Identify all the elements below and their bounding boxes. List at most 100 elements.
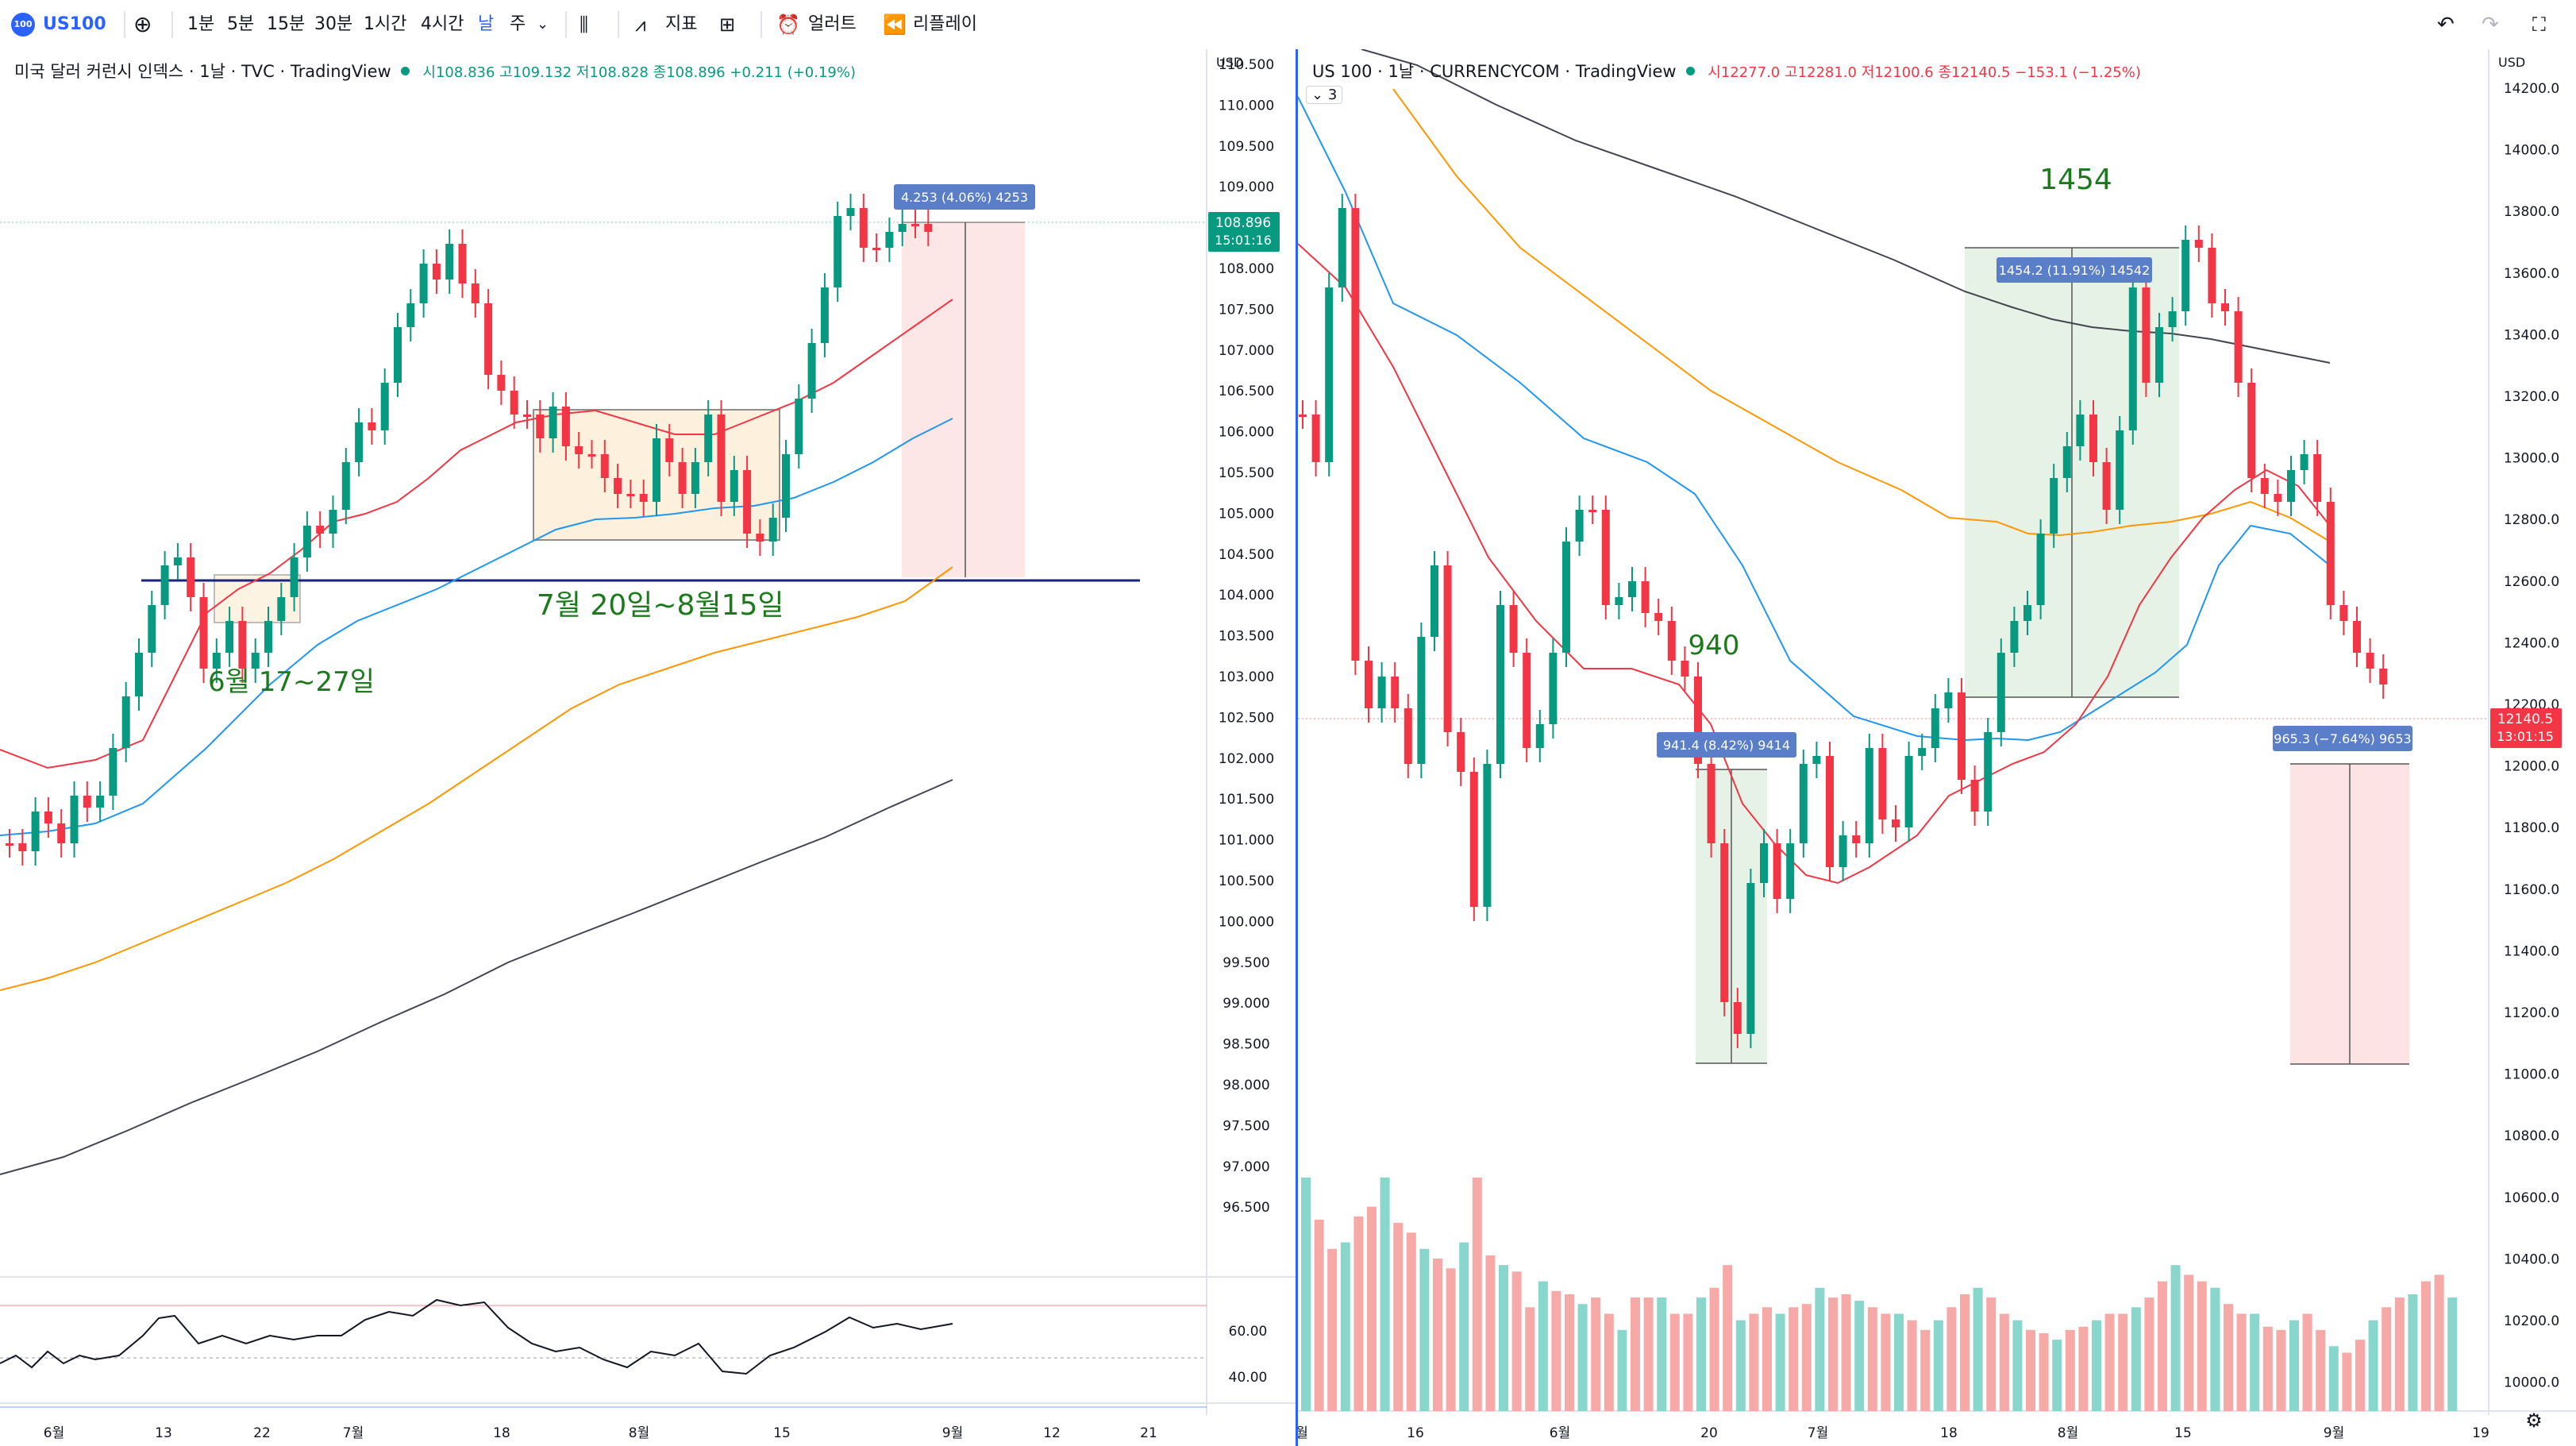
volume-bar <box>2276 1329 2286 1411</box>
live-dot-icon <box>400 67 410 75</box>
layout-grid-icon[interactable]: ⊞ <box>719 13 736 36</box>
volume-bar <box>1340 1242 1350 1411</box>
interval-4h[interactable]: 4시간 <box>421 14 464 34</box>
candle-type-icon[interactable]: ⫼ <box>580 13 589 36</box>
price-axis-label: 105.000 <box>1219 506 1274 522</box>
candle-body <box>1839 835 1847 867</box>
candle-body <box>911 224 919 226</box>
interval-1d[interactable]: 날 <box>478 14 495 34</box>
currency-label[interactable]: USD <box>2498 55 2525 70</box>
candle-body <box>2287 470 2295 502</box>
settings-gear-icon[interactable]: ⚙ <box>2525 1409 2543 1432</box>
candle-body <box>1391 677 1400 708</box>
left-chart-legend[interactable]: 미국 달러 커런시 인덱스 · 1날 · TVC · TradingView 시… <box>14 59 856 83</box>
chevron-down-icon[interactable]: ⌄ <box>537 16 549 33</box>
left-chart-pane[interactable]: 110.500110.000109.500109.000108.500108.0… <box>0 49 1296 1446</box>
interval-30m[interactable]: 30분 <box>314 14 353 34</box>
us100-chart-canvas[interactable]: 14200.0 14000.0 13800.0 13600.0 13400.0 13200… <box>1298 49 2576 1446</box>
price-axis-label: 101.500 <box>1219 792 1274 808</box>
candle-body <box>1826 756 1834 867</box>
interval-1w[interactable]: 주 <box>510 14 526 34</box>
undo-icon[interactable]: ↶ <box>2437 13 2455 37</box>
candle-body <box>471 283 479 303</box>
ma-blue-line <box>0 418 953 836</box>
redo-icon[interactable]: ↷ <box>2482 13 2499 37</box>
interval-15m[interactable]: 15분 <box>267 14 306 34</box>
candle-body <box>523 415 531 417</box>
volume-bar <box>2158 1281 2167 1411</box>
left-chart-title[interactable]: 미국 달러 커런시 인덱스 · 1날 · TVC · TradingView <box>14 62 391 81</box>
indicators-icon[interactable]: ⩘ <box>635 13 646 36</box>
candle-body <box>2155 327 2163 383</box>
volume-bar <box>1472 1177 1482 1411</box>
time-axis-label: 22 <box>253 1425 271 1441</box>
volume-bar <box>1907 1320 1917 1411</box>
candle-body <box>1628 581 1636 597</box>
volume-bar <box>1696 1298 1706 1411</box>
candle-body <box>2366 653 2374 669</box>
replay-button[interactable]: 리플레이 <box>913 14 977 34</box>
candle-body <box>1931 708 1939 748</box>
volume-bar <box>1631 1298 1640 1411</box>
candle-body <box>1351 208 1360 661</box>
volume-bar <box>1762 1307 1772 1411</box>
alert-button[interactable]: 얼러트 <box>808 14 857 34</box>
price-axis-label: 102.500 <box>1219 710 1274 726</box>
candle-body <box>1733 1002 1742 1034</box>
time-axis[interactable]: 월 16 6월 20 7월 18 8월 15 9월 19 <box>1298 1425 2489 1441</box>
volume-bar <box>2092 1320 2101 1411</box>
projection-box[interactable] <box>902 222 1025 577</box>
interval-5m[interactable]: 5분 <box>227 14 255 34</box>
candle-body <box>1457 732 1465 772</box>
price-axis-label: 101.000 <box>1219 833 1274 849</box>
time-axis[interactable]: 6월 13 22 7월 18 8월 15 9월 12 21 <box>44 1425 1157 1441</box>
price-axis[interactable]: 14200.0 14000.0 13800.0 13600.0 13400.0 13200… <box>2504 81 2559 1391</box>
measure-label-3: 965.3 (−7.64%) 9653 <box>2274 731 2411 746</box>
expand-icon[interactable]: ⛶ <box>2532 13 2546 36</box>
price-axis-label: 11800.0 <box>2504 820 2559 836</box>
candle-body <box>394 327 402 383</box>
volume-bar <box>1709 1287 1719 1411</box>
volume-bar <box>1723 1265 1733 1411</box>
price-axis-label: 11600.0 <box>2504 882 2559 898</box>
indicators-button[interactable]: 지표 <box>665 14 698 34</box>
price-axis-label: 107.500 <box>1219 302 1274 318</box>
candle-body <box>290 557 298 597</box>
volume-bar <box>1986 1298 1996 1411</box>
dxy-chart-canvas[interactable]: 110.500110.000109.500109.000108.500108.0… <box>0 49 1296 1446</box>
volume-bar <box>2052 1340 2062 1411</box>
candle-body <box>57 823 66 843</box>
time-axis-label: 21 <box>1140 1425 1157 1441</box>
candle-body <box>18 843 27 851</box>
candle-body <box>1996 653 2005 732</box>
right-chart-pane[interactable]: 14200.0 14000.0 13800.0 13600.0 13400.0 13200… <box>1296 49 2576 1446</box>
candle-body <box>795 399 803 454</box>
range-box[interactable] <box>214 574 301 623</box>
price-axis-label: 98.500 <box>1223 1037 1269 1053</box>
volume-bar <box>1854 1301 1865 1411</box>
interval-1m[interactable]: 1분 <box>187 14 215 34</box>
interval-1h[interactable]: 1시간 <box>364 14 407 34</box>
indicator-collapse-button[interactable]: ⌄ 3 <box>1306 86 1343 104</box>
countdown: 13:01:15 <box>2497 729 2554 744</box>
time-axis-label: 15 <box>773 1425 791 1441</box>
replay-icon[interactable]: ⏪ <box>883 13 907 36</box>
candle-body <box>2194 240 2203 248</box>
candle-body <box>587 454 596 457</box>
candle-body <box>756 534 764 542</box>
candle-body <box>820 287 829 343</box>
symbol-search-button[interactable]: US100 <box>43 14 106 34</box>
currency-label[interactable]: USD <box>1216 55 1243 70</box>
measure-tooltip <box>2273 726 2412 751</box>
right-chart-title[interactable]: US 100 · 1날 · CURRENCYCOM · TradingView <box>1312 62 1677 81</box>
candle-body <box>1852 835 1861 843</box>
price-axis-label: 104.500 <box>1219 547 1274 563</box>
right-chart-legend[interactable]: US 100 · 1날 · CURRENCYCOM · TradingView … <box>1312 59 2141 83</box>
add-compare-icon[interactable]: ⊕ <box>133 11 152 37</box>
candle-body <box>1773 843 1781 899</box>
alarm-clock-icon[interactable]: ⏰ <box>776 13 800 36</box>
candle-body <box>1878 748 1887 819</box>
price-axis-label: 100.500 <box>1219 873 1274 889</box>
price-tag-value: 108.896 <box>1215 215 1271 231</box>
price-axis-label: 99.000 <box>1223 996 1269 1012</box>
